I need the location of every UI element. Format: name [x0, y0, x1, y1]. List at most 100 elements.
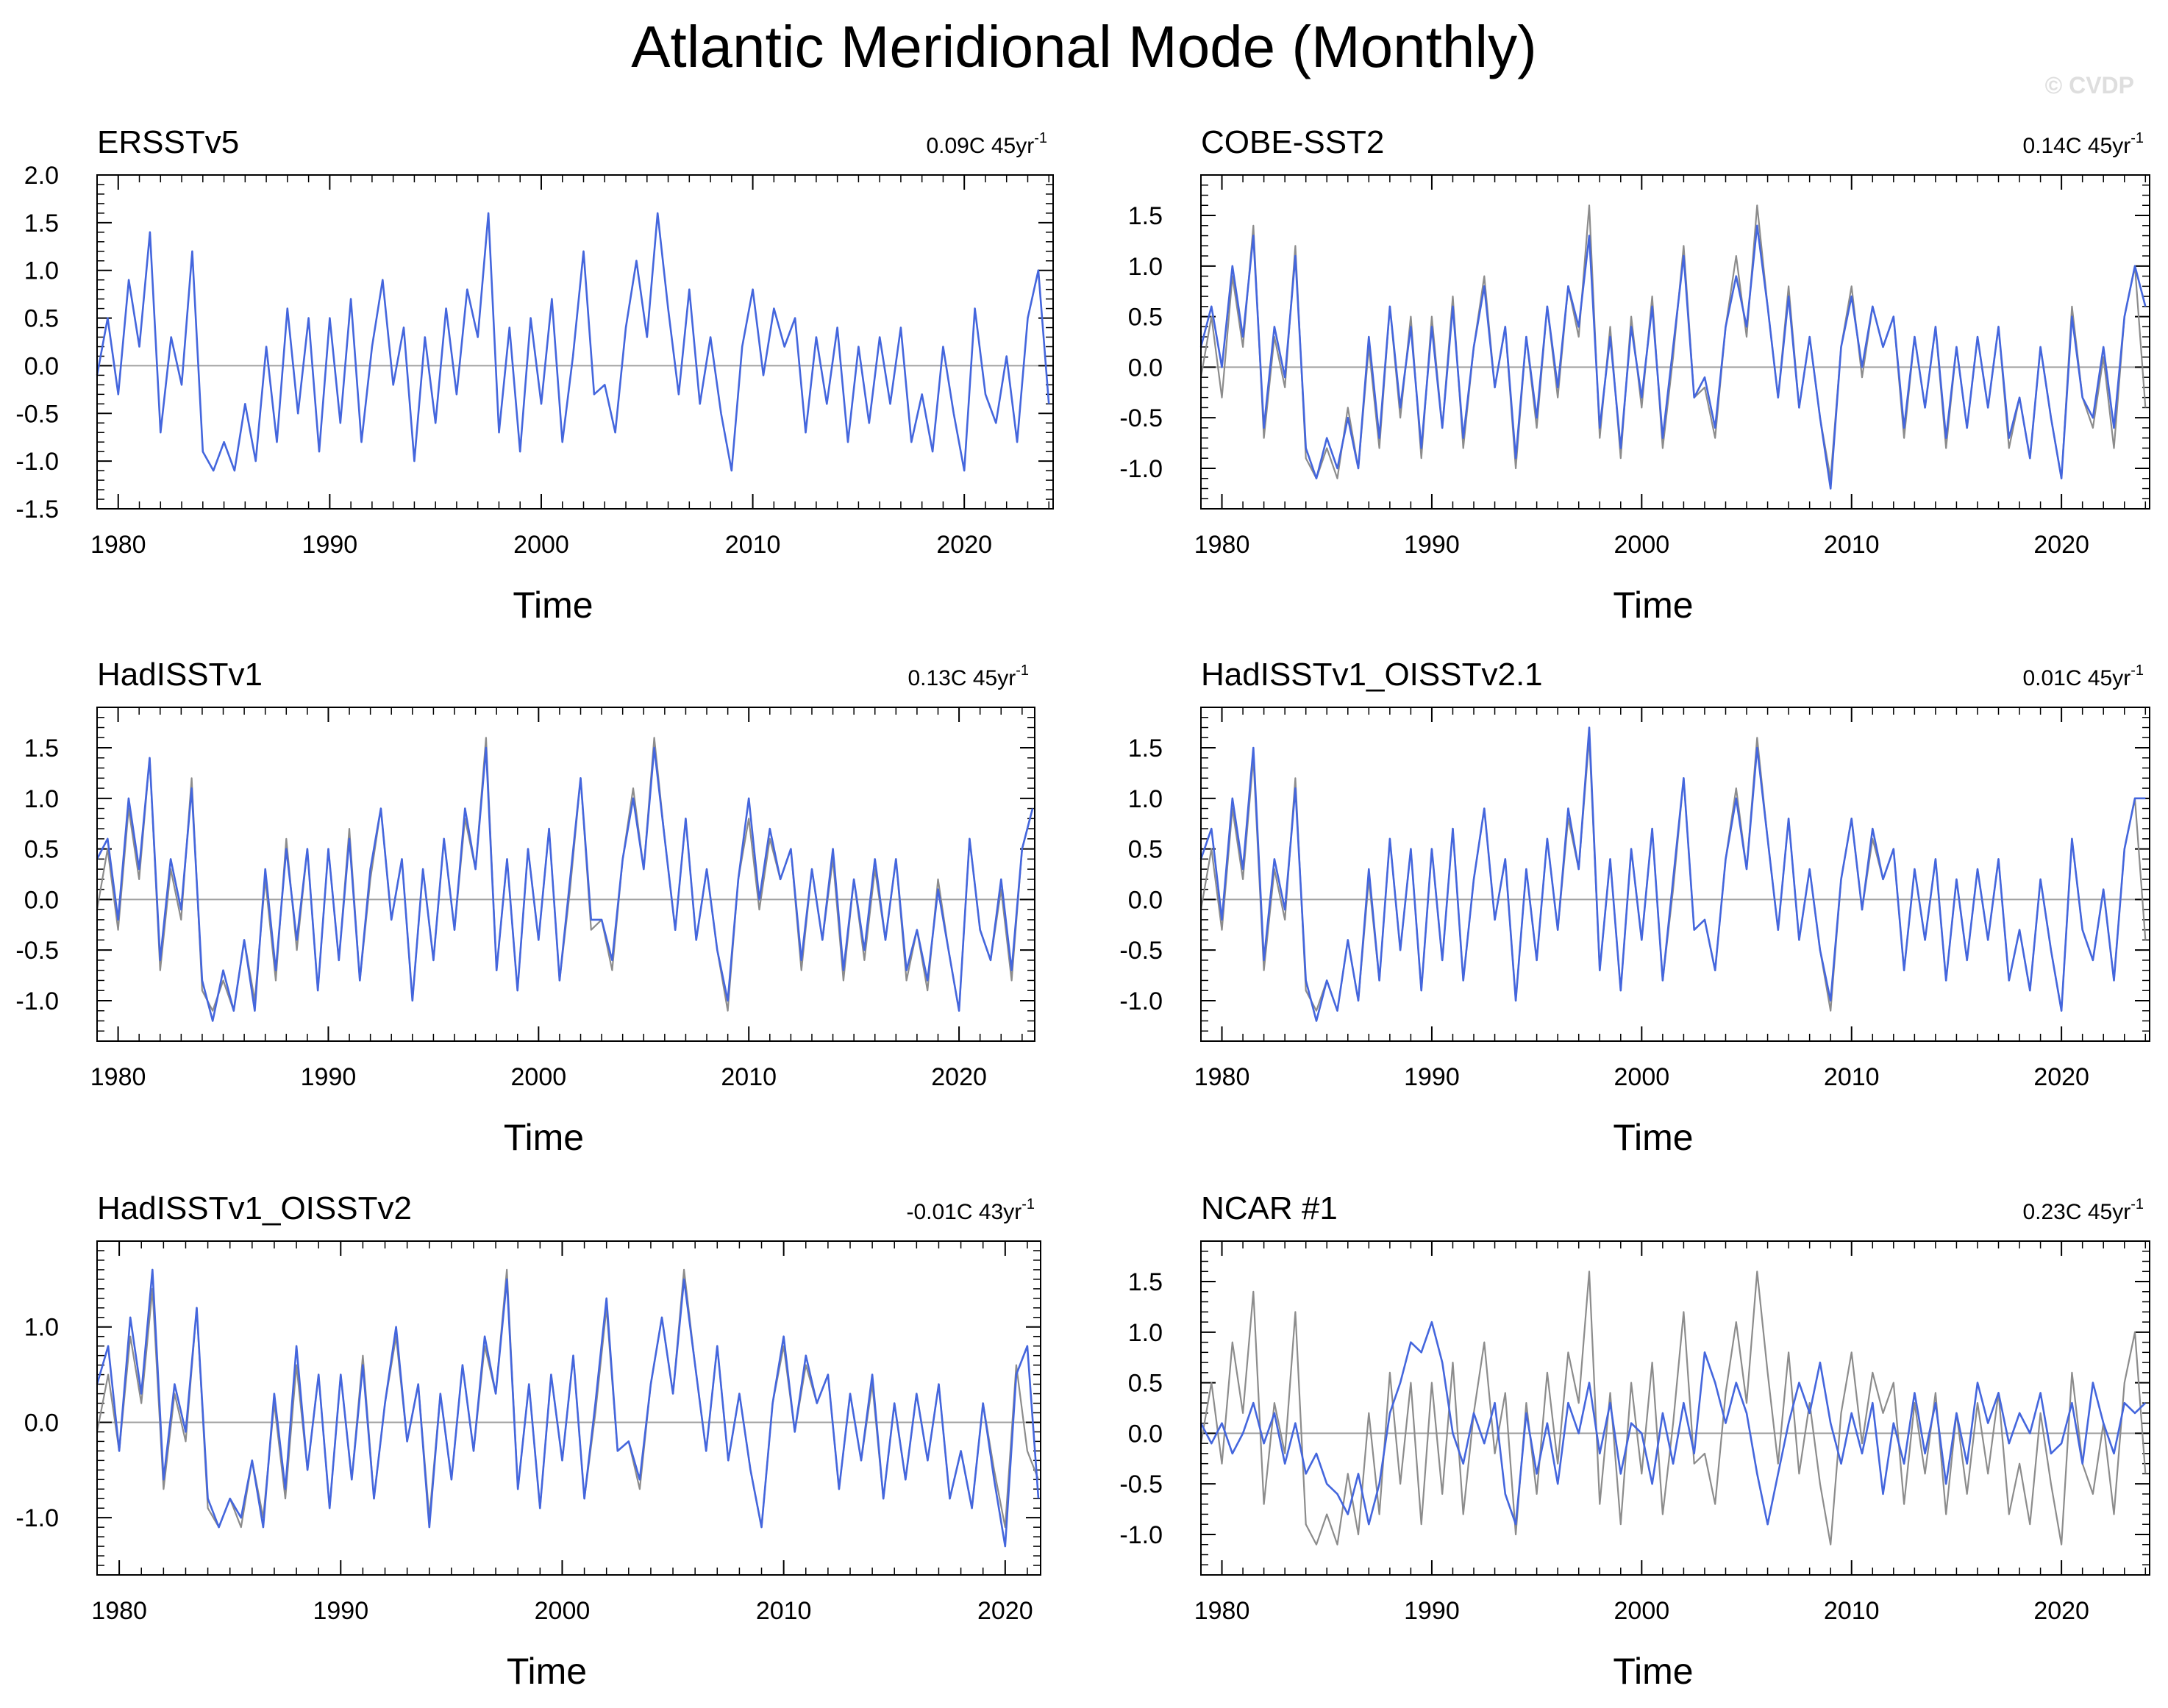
panel-cobe-sst2-y-tick-label: 1.5: [1128, 202, 1163, 230]
panel-ersstv5-x-tick-label: 1980: [90, 531, 146, 559]
panel-cobe-sst2: 1980 1990 2000 2010 2020 -1.0 -0.5 0.0 0.5 1.0 1.5…: [1119, 124, 2150, 626]
panel-ncar-1-x-tick-label: 2010: [1824, 1597, 1880, 1625]
panel-ncar-1-reference-line: [1199, 1271, 2147, 1546]
panel-hadisstv1-y-tick-label: 1.0: [24, 785, 59, 813]
panel-hadisstv1-x-tick-label: 2020: [931, 1063, 987, 1091]
panel-hadisstv1-x-tick-label: 2000: [511, 1063, 567, 1091]
panel-ncar-1-trend-label: 0.23C 45yr-1: [2022, 1196, 2144, 1224]
panel-hadisstv1-oisstv2-x-tick-label: 2010: [756, 1597, 812, 1625]
panel-hadisstv1-oisstv2-1-x-tick-label: 2010: [1824, 1063, 1880, 1091]
panel-ncar-1-x-tick-label: 1990: [1404, 1597, 1460, 1625]
panel-hadisstv1-y-tick-label: -1.0: [15, 987, 59, 1015]
panel-ersstv5-x-tick-label: 2000: [513, 531, 569, 559]
panel-ersstv5-x-tick-label: 2010: [725, 531, 781, 559]
panel-ncar-1-x-axis-label: Time: [1613, 1651, 1693, 1692]
panel-hadisstv1: 1980 1990 2000 2010 2020 -1.0 -0.5 0.0 0.5 1.0 1.5…: [15, 657, 1035, 1158]
panel-ncar-1-frame: [1200, 1240, 2150, 1576]
panel-hadisstv1-title: HadISSTv1: [97, 657, 263, 693]
panel-hadisstv1-trend-value: 0.13C 45yr: [908, 666, 1016, 690]
panel-ersstv5-y-tick-label: 1.5: [24, 210, 59, 237]
panel-cobe-sst2-y-tick-label: -1.0: [1119, 455, 1163, 483]
panel-ncar-1-y-tick-label: 0.0: [1128, 1420, 1163, 1448]
panel-cobe-sst2-x-tick-label: 2020: [2033, 531, 2089, 559]
panel-hadisstv1-oisstv2-x-tick-label: 2020: [977, 1597, 1033, 1625]
panel-ersstv5-y-tick-label: -1.5: [15, 496, 59, 524]
panel-hadisstv1-oisstv2-trend-exponent: -1: [1021, 1196, 1035, 1212]
panel-ncar-1-title: NCAR #1: [1201, 1190, 1338, 1226]
panel-hadisstv1-oisstv2-1-trend-exponent: -1: [2130, 662, 2144, 679]
panel-ersstv5-y-tick-label: 1.0: [24, 257, 59, 285]
panel-hadisstv1-oisstv2-1-title: HadISSTv1_OISSTv2.1: [1201, 657, 1543, 693]
panel-hadisstv1-oisstv2-1-x-tick-label: 2000: [1614, 1063, 1670, 1091]
panel-hadisstv1-oisstv2-x-axis-label: Time: [507, 1651, 587, 1692]
panel-cobe-sst2-y-tick-label: -0.5: [1119, 404, 1163, 432]
panel-hadisstv1-oisstv2-1-frame: [1200, 707, 2150, 1042]
panel-hadisstv1-oisstv2-1-y-tick-label: 0.5: [1128, 836, 1163, 864]
panel-ncar-1-trend-exponent: -1: [2130, 1196, 2144, 1212]
panel-ersstv5-trend-label: 0.09C 45yr-1: [926, 130, 1047, 158]
panel-hadisstv1-y-tick-label: 1.5: [24, 735, 59, 762]
panel-hadisstv1-y-tick-label: 0.0: [24, 886, 59, 914]
panel-ncar-1-minor-ticks: [1200, 1240, 2150, 1576]
panel-cobe-sst2-title: COBE-SST2: [1201, 124, 1384, 160]
panel-ersstv5-x-tick-label: 2020: [936, 531, 992, 559]
panel-hadisstv1-trend-exponent: -1: [1016, 662, 1029, 679]
panel-hadisstv1-oisstv2-x-tick-label: 2000: [535, 1597, 591, 1625]
panel-hadisstv1-oisstv2-x-tick-label: 1980: [91, 1597, 147, 1625]
panel-cobe-sst2-trend-value: 0.14C 45yr: [2022, 134, 2130, 158]
panel-cobe-sst2-x-tick-label: 1980: [1194, 531, 1250, 559]
panel-ersstv5-y-tick-label: 0.0: [24, 352, 59, 380]
panel-ncar-1-x-tick-label: 1980: [1194, 1597, 1250, 1625]
panel-hadisstv1-oisstv2-1-x-tick-label: 1990: [1404, 1063, 1460, 1091]
panel-hadisstv1-oisstv2-1-trend-value: 0.01C 45yr: [2022, 666, 2130, 690]
panel-hadisstv1-oisstv2-x-tick-label: 1990: [313, 1597, 368, 1625]
panel-ersstv5-frame: [96, 174, 1054, 510]
panel-ersstv5-dataset-line: [96, 212, 1050, 472]
panel-hadisstv1-x-tick-label: 1980: [90, 1063, 146, 1091]
panel-hadisstv1-x-tick-label: 1990: [301, 1063, 357, 1091]
panel-hadisstv1-oisstv2-trend-label: -0.01C 43yr-1: [906, 1196, 1035, 1224]
panel-cobe-sst2-trend-exponent: -1: [2130, 130, 2144, 146]
page-title: Atlantic Meridional Mode (Monthly): [631, 14, 1537, 79]
panel-ncar-1: 1980 1990 2000 2010 2020 -1.0 -0.5 0.0 0.5 1.0 1.5…: [1119, 1190, 2150, 1692]
panel-hadisstv1-oisstv2-1-x-tick-label: 1980: [1194, 1063, 1250, 1091]
panel-hadisstv1-oisstv2: 1980 1990 2000 2010 2020 -1.0 0.0 1.0 HadISSTv1_…: [15, 1190, 1041, 1692]
panel-cobe-sst2-y-tick-label: 0.5: [1128, 304, 1163, 332]
panel-hadisstv1-oisstv2-1-minor-ticks: [1200, 707, 2150, 1042]
panel-ersstv5-y-tick-label: -0.5: [15, 400, 59, 428]
panel-hadisstv1-oisstv2-1-y-tick-label: 1.0: [1128, 785, 1163, 813]
panel-hadisstv1-oisstv2-dataset-line: [96, 1268, 1040, 1548]
panel-hadisstv1-oisstv2-1: 1980 1990 2000 2010 2020 -1.0 -0.5 0.0 0.5 1.0 1.5…: [1119, 657, 2150, 1158]
panel-hadisstv1-minor-ticks: [96, 707, 1035, 1042]
panel-hadisstv1-oisstv2-1-y-tick-label: -0.5: [1119, 937, 1163, 965]
panel-hadisstv1-trend-label: 0.13C 45yr-1: [908, 662, 1029, 690]
panel-ncar-1-x-tick-label: 2000: [1614, 1597, 1670, 1625]
panel-ersstv5-x-axis-label: Time: [513, 585, 593, 626]
panel-hadisstv1-oisstv2-reference-line: [96, 1268, 1040, 1529]
panel-hadisstv1-oisstv2-1-y-tick-label: -1.0: [1119, 987, 1163, 1015]
panel-cobe-sst2-y-tick-label: 0.0: [1128, 354, 1163, 382]
panel-hadisstv1-y-tick-label: 0.5: [24, 836, 59, 864]
panel-ncar-1-trend-value: 0.23C 45yr: [2022, 1200, 2130, 1224]
panel-ersstv5-title: ERSSTv5: [97, 124, 239, 160]
panel-hadisstv1-oisstv2-trend-value: -0.01C 43yr: [906, 1200, 1021, 1224]
panel-ncar-1-y-tick-label: 0.5: [1128, 1370, 1163, 1398]
panel-hadisstv1-oisstv2-1-y-tick-label: 1.5: [1128, 735, 1163, 762]
panel-cobe-sst2-x-axis-label: Time: [1613, 585, 1693, 626]
panel-hadisstv1-oisstv2-1-trend-label: 0.01C 45yr-1: [2022, 662, 2144, 690]
panel-hadisstv1-oisstv2-1-dataset-line: [1199, 726, 2146, 1022]
panel-hadisstv1-oisstv2-1-x-axis-label: Time: [1613, 1117, 1693, 1158]
cvdp-watermark: © CVDP: [2044, 72, 2134, 99]
panel-hadisstv1-oisstv2-1-x-tick-label: 2020: [2033, 1063, 2089, 1091]
panel-hadisstv1-oisstv2-y-tick-label: 1.0: [24, 1314, 59, 1342]
panel-cobe-sst2-x-tick-label: 2000: [1614, 531, 1670, 559]
panel-ersstv5-y-tick-label: 0.5: [24, 305, 59, 333]
panel-hadisstv1-oisstv2-title: HadISSTv1_OISSTv2: [97, 1190, 412, 1226]
panel-hadisstv1-oisstv2-frame: [96, 1240, 1041, 1576]
panel-hadisstv1-reference-line: [96, 737, 1034, 1012]
panel-ersstv5-y-tick-label: 2.0: [24, 162, 59, 190]
panel-ncar-1-y-tick-label: 1.0: [1128, 1319, 1163, 1347]
panel-ncar-1-dataset-line: [1199, 1321, 2147, 1526]
panel-ersstv5-y-tick-label: -1.0: [15, 448, 59, 476]
